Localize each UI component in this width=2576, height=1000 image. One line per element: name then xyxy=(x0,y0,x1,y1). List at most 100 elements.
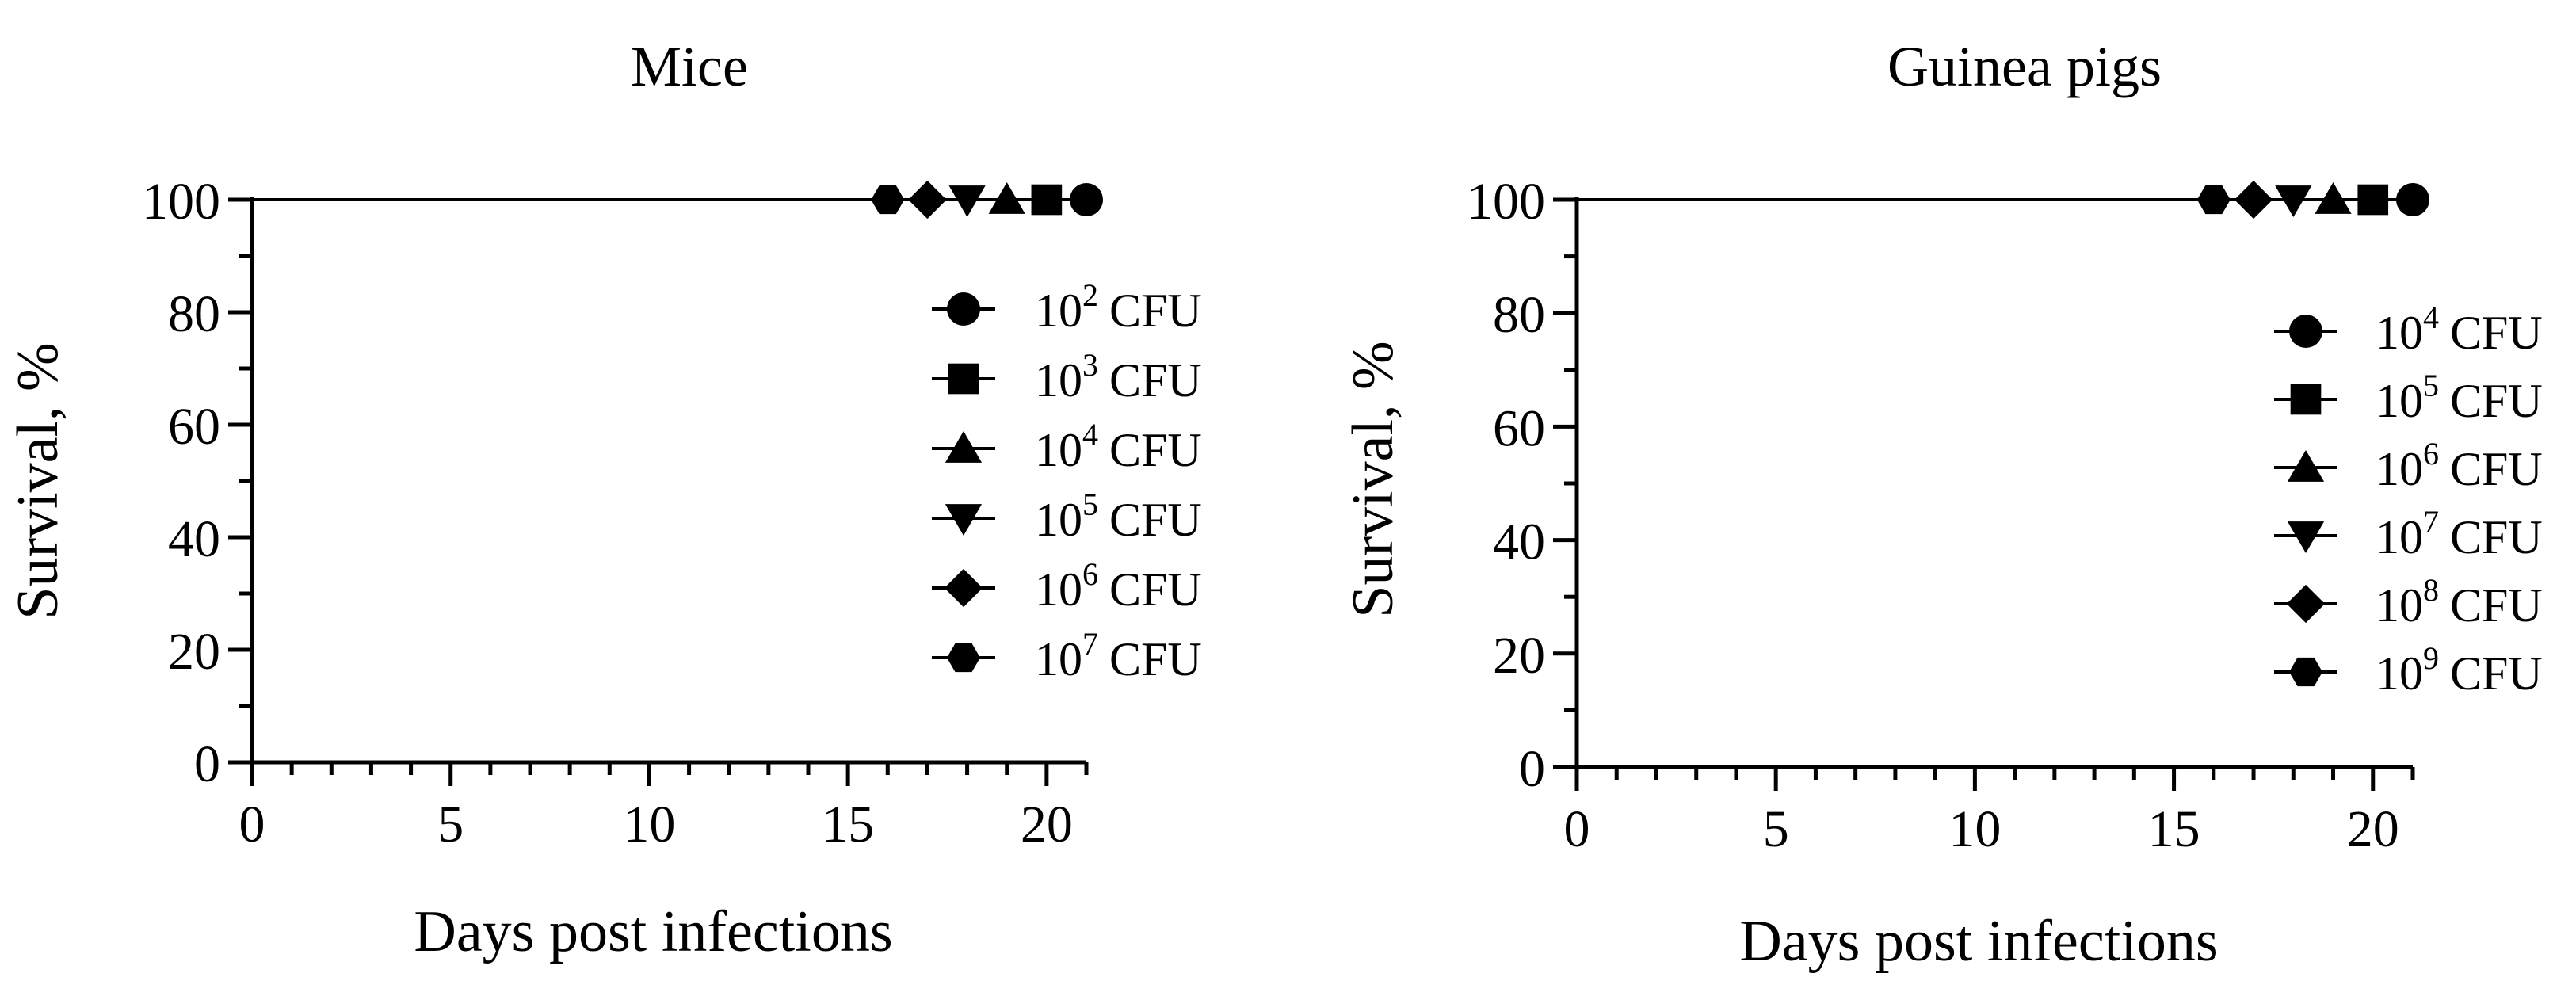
y-axis-label: Survival, % xyxy=(6,342,71,619)
chart-title: Mice xyxy=(631,35,748,98)
series-marker-triangle-down xyxy=(2275,185,2312,218)
x-tick-label: 15 xyxy=(2148,800,2200,858)
legend-label: 107 CFU xyxy=(2376,504,2543,563)
y-tick-label: 100 xyxy=(142,173,220,231)
legend-label-base: 10 xyxy=(2376,579,2423,632)
legend-marker-hexagon xyxy=(947,643,980,673)
y-tick-label: 100 xyxy=(1467,173,1545,231)
x-tick-label: 5 xyxy=(1763,800,1789,858)
legend-label-exponent: 3 xyxy=(1082,347,1098,383)
x-tick-label: 20 xyxy=(1021,796,1073,853)
legend-label-unit: CFU xyxy=(1109,354,1202,406)
y-tick-label: 40 xyxy=(1493,513,1545,571)
legend-label: 104 CFU xyxy=(2376,300,2543,359)
legend-label-exponent: 7 xyxy=(1082,626,1098,662)
legend-label-unit: CFU xyxy=(2450,511,2543,563)
chart-title: Guinea pigs xyxy=(1887,35,2162,98)
legend-label: 109 CFU xyxy=(2376,640,2543,700)
legend-label: 105 CFU xyxy=(2376,368,2543,427)
x-tick-label: 0 xyxy=(239,796,265,853)
legend-label: 105 CFU xyxy=(1035,487,1202,546)
series-marker-hexagon xyxy=(871,185,905,215)
legend-label-base: 10 xyxy=(2376,307,2423,359)
x-tick-label: 0 xyxy=(1564,800,1590,858)
series-marker-diamond xyxy=(908,180,947,219)
legend-label-unit: CFU xyxy=(1109,563,1202,616)
legend-label: 106 CFU xyxy=(2376,436,2543,495)
legend-item: 104 CFU xyxy=(932,417,1202,476)
legend-label-base: 10 xyxy=(1035,424,1082,476)
x-axis-label: Days post infections xyxy=(414,899,892,964)
legend-label: 103 CFU xyxy=(1035,347,1202,406)
legend-item: 107 CFU xyxy=(932,626,1202,685)
legend-label-unit: CFU xyxy=(1109,284,1202,337)
y-tick-label: 60 xyxy=(1493,399,1545,457)
legend-label-unit: CFU xyxy=(2450,647,2543,700)
legend-label-base: 10 xyxy=(2376,647,2423,700)
y-tick-label: 20 xyxy=(1493,627,1545,685)
legend-label-base: 10 xyxy=(1035,354,1082,406)
legend-label-unit: CFU xyxy=(1109,494,1202,546)
legend-item: 103 CFU xyxy=(932,347,1202,406)
legend-item: 105 CFU xyxy=(932,487,1202,546)
y-tick-label: 40 xyxy=(168,510,220,568)
legend-marker-circle xyxy=(2289,315,2322,348)
y-tick-label: 20 xyxy=(168,623,220,681)
legend-label-base: 10 xyxy=(1035,494,1082,546)
legend-label-exponent: 5 xyxy=(2423,368,2439,403)
series-marker-hexagon xyxy=(2196,185,2231,215)
legend-item: 107 CFU xyxy=(2274,504,2543,563)
legend-item: 106 CFU xyxy=(2274,436,2543,495)
legend-label-base: 10 xyxy=(1035,633,1082,685)
y-tick-label: 0 xyxy=(1519,740,1545,798)
legend-label-unit: CFU xyxy=(1109,633,1202,685)
legend-marker-hexagon xyxy=(2289,657,2322,687)
legend-label-base: 10 xyxy=(2376,443,2423,495)
legend-marker-triangle-down xyxy=(945,504,983,536)
series-marker-square xyxy=(1031,184,1063,216)
legend-label: 108 CFU xyxy=(2376,572,2543,632)
legend-label-base: 10 xyxy=(2376,375,2423,427)
legend-label-base: 10 xyxy=(1035,563,1082,616)
series-marker-triangle-up xyxy=(2315,181,2352,214)
series-marker-triangle-down xyxy=(948,185,986,218)
legend-label-unit: CFU xyxy=(2450,375,2543,427)
legend-label: 106 CFU xyxy=(1035,556,1202,616)
legend-label-exponent: 5 xyxy=(1082,487,1098,522)
x-tick-label: 5 xyxy=(437,796,464,853)
x-tick-label: 10 xyxy=(623,796,675,853)
legend-marker-triangle-down xyxy=(2287,521,2325,554)
legend-label-unit: CFU xyxy=(2450,579,2543,632)
x-tick-label: 20 xyxy=(2347,800,2399,858)
x-tick-label: 15 xyxy=(822,796,874,853)
legend-marker-circle xyxy=(947,292,980,326)
series-marker-square xyxy=(2357,184,2389,216)
y-tick-label: 80 xyxy=(168,285,220,343)
series-marker-triangle-up xyxy=(988,181,1025,214)
legend-label-exponent: 6 xyxy=(2423,436,2439,471)
legend-label-unit: CFU xyxy=(2450,307,2543,359)
y-tick-label: 60 xyxy=(168,398,220,456)
legend-label-exponent: 8 xyxy=(2423,572,2439,608)
y-axis-label: Survival, % xyxy=(1341,341,1406,617)
legend-item: 105 CFU xyxy=(2274,368,2543,427)
legend-label-exponent: 6 xyxy=(1082,556,1098,592)
x-axis-label: Days post infections xyxy=(1739,909,2218,974)
legend-marker-diamond xyxy=(944,568,983,608)
legend-marker-diamond xyxy=(2286,584,2326,624)
legend-label: 104 CFU xyxy=(1035,417,1202,476)
legend-label-exponent: 7 xyxy=(2423,504,2439,540)
legend-label-unit: CFU xyxy=(2450,443,2543,495)
legend-item: 109 CFU xyxy=(2274,640,2543,700)
legend-item: 104 CFU xyxy=(2274,300,2543,359)
legend-label-unit: CFU xyxy=(1109,424,1202,476)
legend-label-exponent: 4 xyxy=(2423,300,2439,335)
legend-label-exponent: 9 xyxy=(2423,640,2439,676)
x-tick-label: 10 xyxy=(1948,800,2001,858)
legend-label-exponent: 2 xyxy=(1082,277,1098,313)
legend-label-base: 10 xyxy=(2376,511,2423,563)
y-tick-label: 0 xyxy=(194,735,220,793)
legend-marker-square xyxy=(948,363,979,395)
